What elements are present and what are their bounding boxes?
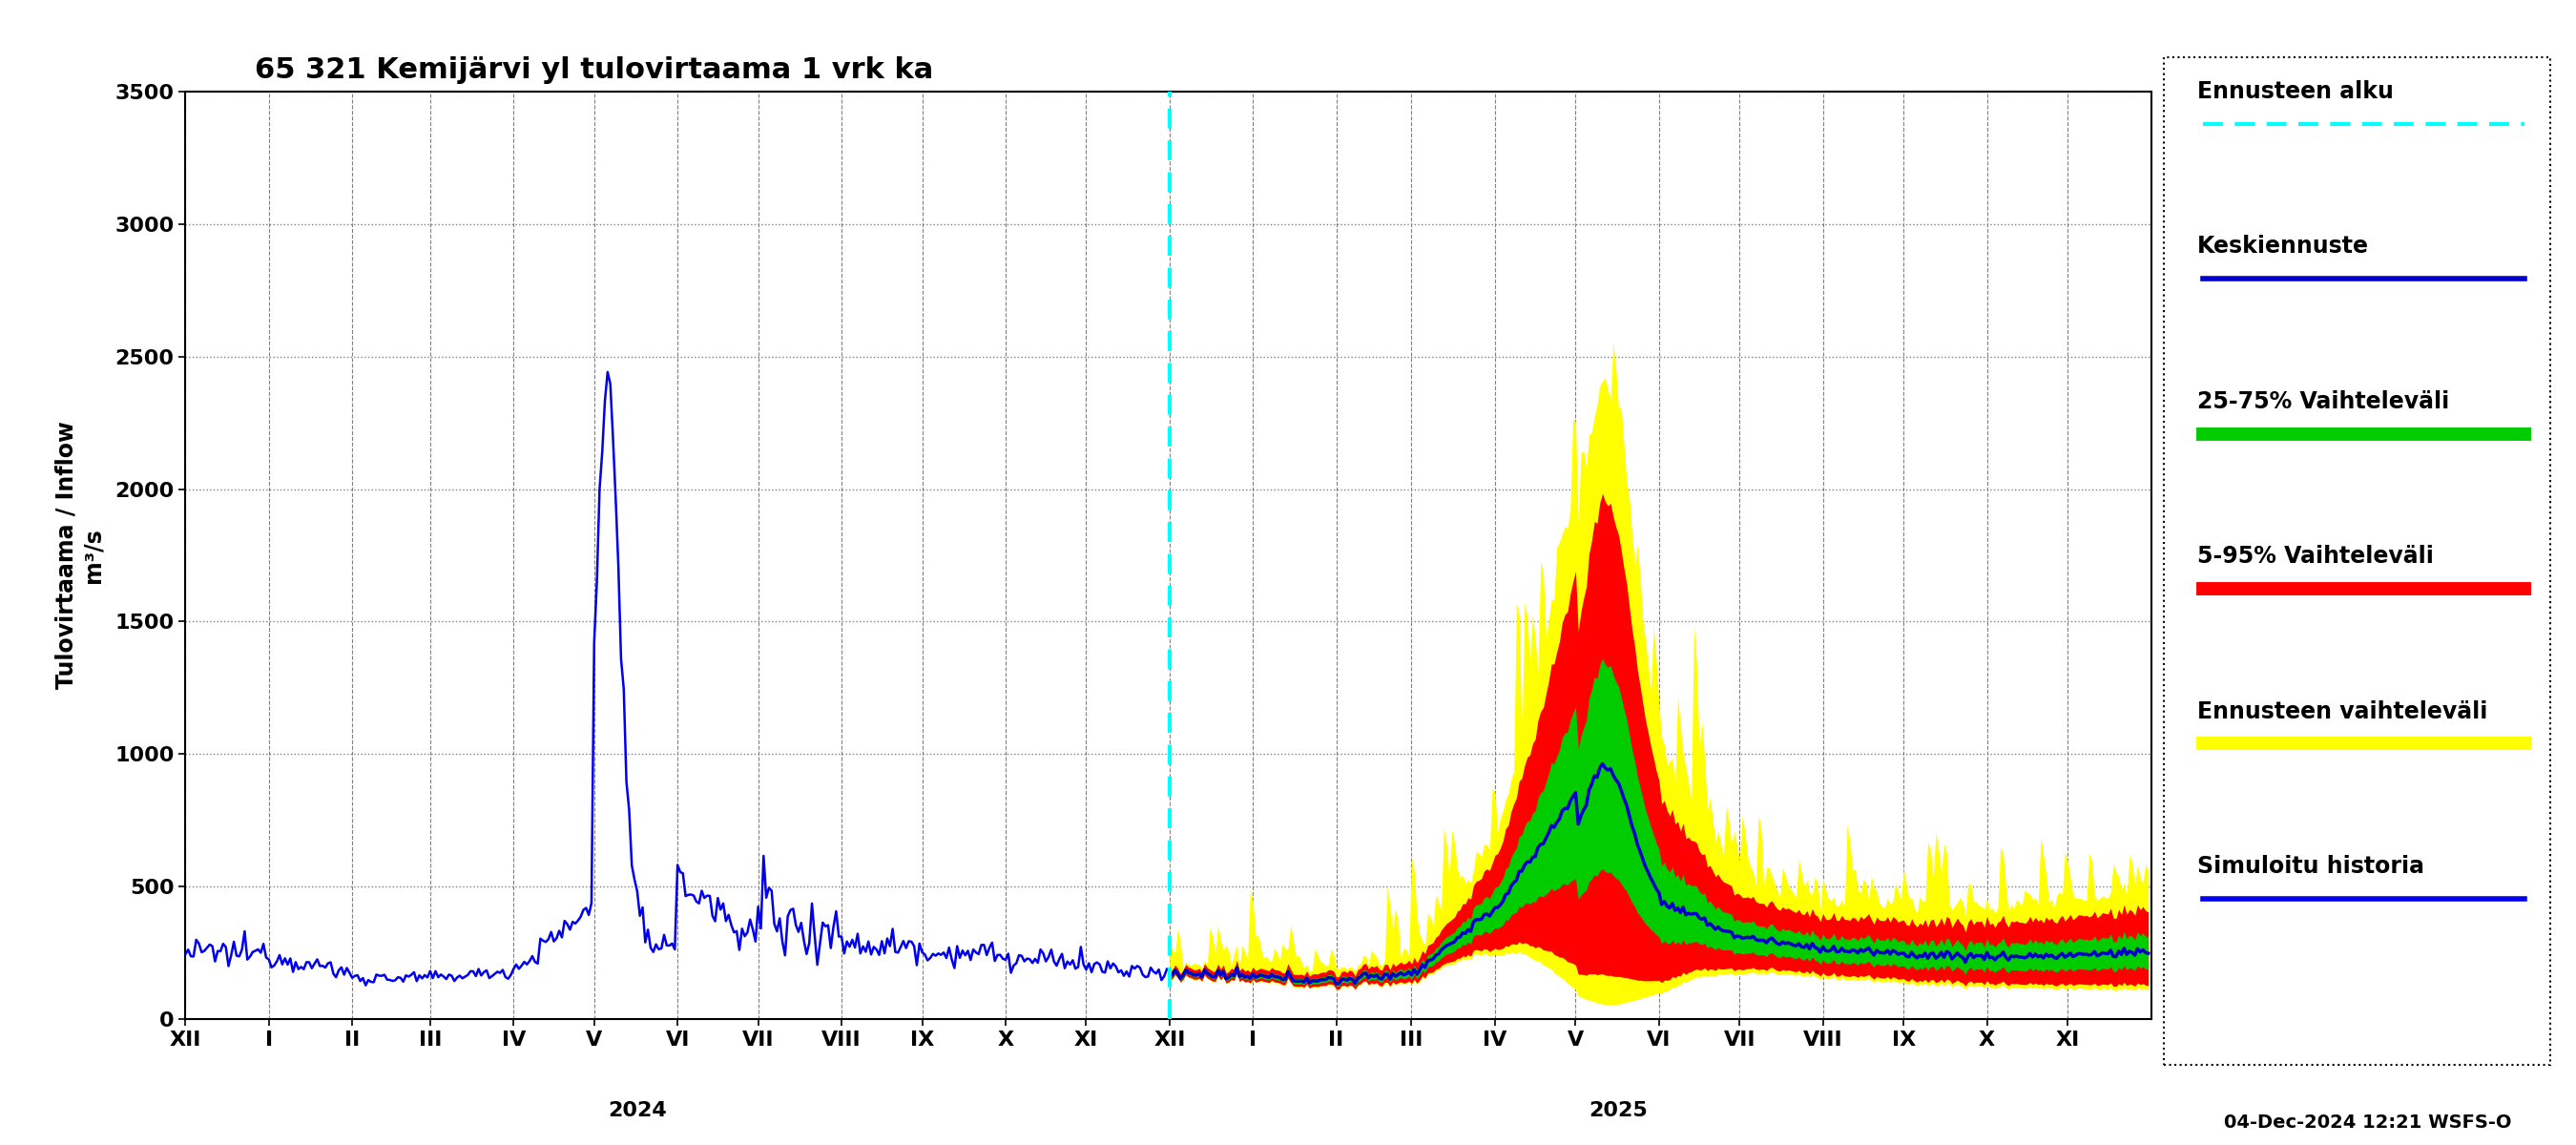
Text: 5-95% Vaihteleväli: 5-95% Vaihteleväli xyxy=(2197,545,2434,568)
Text: Keskiennuste: Keskiennuste xyxy=(2197,235,2370,258)
Text: 2024: 2024 xyxy=(608,1101,667,1120)
Text: 25-75% Vaihteleväli: 25-75% Vaihteleväli xyxy=(2197,390,2450,413)
Text: Ennusteen vaihteleväli: Ennusteen vaihteleväli xyxy=(2197,701,2488,724)
Text: Simuloitu historia: Simuloitu historia xyxy=(2197,855,2424,878)
Y-axis label: Tulovirtaama / Inflow
m³/s: Tulovirtaama / Inflow m³/s xyxy=(54,421,103,689)
Text: 2025: 2025 xyxy=(1589,1101,1649,1120)
Text: 04-Dec-2024 12:21 WSFS-O: 04-Dec-2024 12:21 WSFS-O xyxy=(2223,1113,2512,1131)
Text: Ennusteen alku: Ennusteen alku xyxy=(2197,80,2393,103)
Text: 65 321 Kemijärvi yl tulovirtaama 1 vrk ka: 65 321 Kemijärvi yl tulovirtaama 1 vrk k… xyxy=(255,56,933,84)
